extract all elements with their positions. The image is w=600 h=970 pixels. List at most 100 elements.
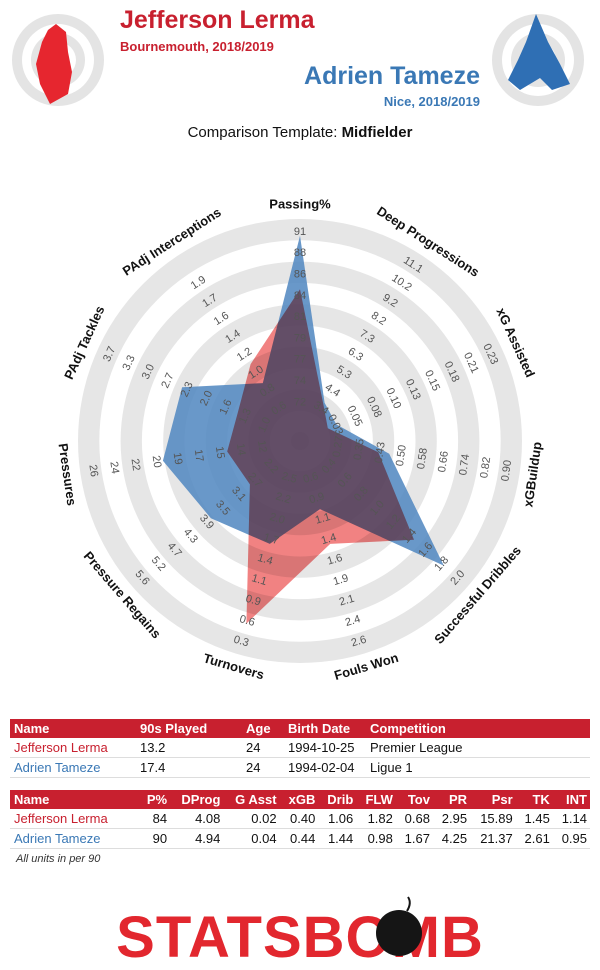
- tick-label: 0.74: [457, 453, 472, 476]
- tick-label: 0.6: [238, 613, 256, 629]
- player2-mini-radar: [492, 14, 584, 106]
- header-name: Name: [10, 790, 139, 809]
- stats-table-header: Name P% DProg G Asst xGB Drib FLW Tov PR…: [10, 790, 590, 809]
- statsbomb-logo: STATSBOMB: [116, 896, 483, 965]
- row-birth: 1994-02-04: [284, 757, 366, 778]
- tick-label: 2.0: [198, 389, 215, 408]
- header-gasst: G Asst: [223, 790, 280, 809]
- tick-label: 79: [294, 332, 306, 344]
- row-name: Jefferson Lerma: [10, 738, 136, 758]
- tick-label: 0.27: [331, 435, 346, 458]
- player1-mini-radar: [12, 14, 104, 106]
- stats-table: Name P% DProg G Asst xGB Drib FLW Tov PR…: [10, 790, 590, 849]
- radar-chart: 7274777981848688913.44.45.36.37.38.29.21…: [56, 196, 545, 683]
- template-value: Midfielder: [341, 124, 413, 141]
- tick-label: 0.9: [308, 491, 326, 507]
- tick-label: 2.7: [159, 371, 176, 390]
- tick-label: 72: [294, 396, 306, 408]
- row-age: 24: [242, 757, 284, 778]
- tick-label: 2.2: [274, 491, 292, 507]
- tick-label: 1.7: [262, 531, 280, 547]
- tick-label: 1.9: [332, 572, 350, 588]
- tick-label: 0.82: [478, 456, 493, 479]
- cell: 4.94: [170, 828, 224, 849]
- tick-label: 12: [255, 440, 269, 454]
- tick-label: 1.1: [314, 511, 332, 527]
- tick-label: 77: [294, 354, 306, 366]
- header-pr: PR: [432, 790, 471, 809]
- row-90s: 13.2: [136, 738, 242, 758]
- table-row: Adrien Tameze 17.4 24 1994-02-04 Ligue 1: [10, 757, 590, 778]
- series-area-0: [227, 289, 414, 624]
- header-int: INT: [552, 790, 590, 809]
- axis-label: Passing%: [269, 196, 331, 211]
- tick-label: 20: [150, 455, 164, 469]
- tick-label: 2.0: [268, 511, 286, 527]
- header-name: Name: [10, 719, 136, 738]
- header-xgb: xGB: [279, 790, 319, 809]
- tick-label: 26: [86, 464, 100, 478]
- tick-label: 14: [234, 443, 248, 457]
- player1-name: Jefferson Lerma: [120, 6, 315, 34]
- tick-label: 0.90: [499, 459, 514, 482]
- info-table: Name 90s Played Age Birth Date Competiti…: [10, 719, 590, 778]
- comparison-template: Comparison Template: Midfielder: [0, 124, 600, 141]
- header-birth: Birth Date: [284, 719, 366, 738]
- tick-label: 0.66: [436, 450, 451, 473]
- tick-label: 0.9: [244, 593, 262, 609]
- tick-label: 0.6: [302, 470, 320, 486]
- cell: 0.40: [279, 809, 319, 829]
- cell: 1.06: [318, 809, 357, 829]
- tick-label: 2.4: [344, 613, 362, 629]
- axis-label: xGBuildup: [520, 441, 544, 508]
- tick-label: 2.3: [179, 380, 196, 399]
- tick-label: 22: [128, 458, 142, 472]
- table-row: Adrien Tameze 90 4.94 0.04 0.44 1.44 0.9…: [10, 828, 590, 849]
- tick-label: 0.58: [415, 447, 430, 470]
- header-tov: Tov: [395, 790, 433, 809]
- row-age: 24: [242, 738, 284, 758]
- cell: 0.02: [223, 809, 280, 829]
- cell: 0.68: [395, 809, 433, 829]
- cell: 1.45: [515, 809, 553, 829]
- tick-label: 91: [294, 226, 306, 238]
- tick-label: 1.6: [217, 398, 234, 417]
- row-birth: 1994-10-25: [284, 738, 366, 758]
- cell: 0.44: [279, 828, 319, 849]
- row-90s: 17.4: [136, 757, 242, 778]
- tick-label: 2.6: [350, 634, 368, 650]
- header-age: Age: [242, 719, 284, 738]
- tick-label: 3.7: [101, 345, 118, 364]
- player2-name: Adrien Tameze: [304, 62, 480, 90]
- header-90s: 90s Played: [136, 719, 242, 738]
- cell: 90: [139, 828, 171, 849]
- tick-label: 81: [294, 311, 306, 323]
- cell: 15.89: [470, 809, 516, 829]
- header-psr: Psr: [470, 790, 516, 809]
- tick-label: 0.50: [394, 444, 409, 467]
- table-row: Jefferson Lerma 13.2 24 1994-10-25 Premi…: [10, 738, 590, 758]
- header-pass: P%: [139, 790, 171, 809]
- tick-label: 0.3: [232, 634, 250, 650]
- cell: 84: [139, 809, 171, 829]
- tick-label: 1.6: [326, 552, 344, 568]
- header-competition: Competition: [366, 719, 590, 738]
- cell: 1.67: [395, 828, 433, 849]
- tick-label: 2.5: [280, 470, 298, 486]
- player1-team-season: Bournemouth, 2018/2019: [120, 39, 274, 54]
- tick-label: 88: [294, 247, 306, 259]
- tick-label: 24: [107, 461, 121, 475]
- tick-label: 1.4: [256, 552, 274, 568]
- header-drib: Drib: [318, 790, 357, 809]
- cell: 4.25: [432, 828, 471, 849]
- units-footnote: All units in per 90: [16, 853, 101, 865]
- header-tk: TK: [515, 790, 553, 809]
- axis-label: Pressures: [56, 442, 80, 506]
- cell: 1.44: [318, 828, 357, 849]
- tick-label: 2.1: [338, 593, 356, 609]
- cell: 21.37: [470, 828, 516, 849]
- tick-label: 17: [192, 449, 206, 463]
- template-prefix: Comparison Template:: [187, 124, 342, 141]
- tick-label: 19: [171, 452, 185, 466]
- info-table-header: Name 90s Played Age Birth Date Competiti…: [10, 719, 590, 738]
